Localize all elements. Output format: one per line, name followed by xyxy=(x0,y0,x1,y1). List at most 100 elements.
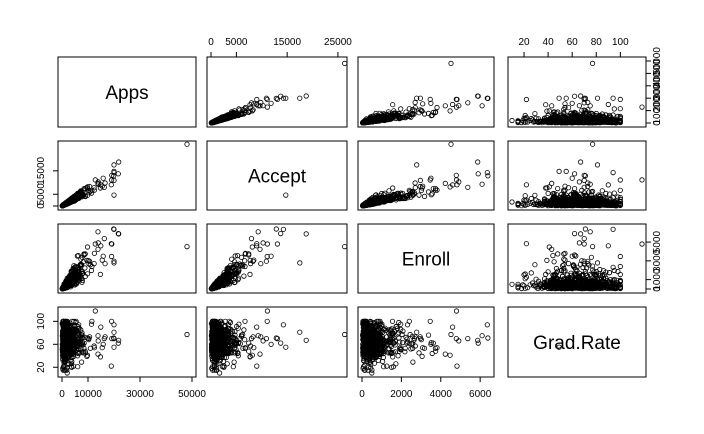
point-accept-vs-apps xyxy=(184,141,190,147)
panel-frame-accept-vs-enroll xyxy=(357,140,495,211)
point-apps-vs-grad-rate xyxy=(509,117,515,124)
point-accept-vs-enroll xyxy=(421,193,428,199)
point-enroll-vs-apps xyxy=(95,240,101,246)
point-accept-vs-enroll xyxy=(485,173,491,179)
point-accept-vs-enroll xyxy=(412,180,418,186)
point-accept-vs-grad-rate xyxy=(545,190,551,196)
point-accept-vs-grad-rate xyxy=(617,187,623,193)
point-apps-vs-accept xyxy=(297,95,303,101)
point-accept-vs-enroll xyxy=(479,181,485,187)
point-accept-vs-grad-rate xyxy=(563,168,569,174)
point-accept-vs-grad-rate xyxy=(577,159,584,165)
point-accept-vs-grad-rate xyxy=(605,182,611,188)
point-accept-vs-grad-rate xyxy=(571,171,578,177)
point-apps-vs-accept xyxy=(268,100,274,106)
point-accept-vs-apps xyxy=(111,162,117,168)
point-apps-vs-enroll xyxy=(447,108,453,114)
point-enroll-vs-apps xyxy=(84,244,91,250)
point-accept-vs-enroll xyxy=(442,180,448,186)
point-accept-vs-grad-rate xyxy=(569,175,575,181)
point-accept-vs-apps xyxy=(115,171,121,177)
point-apps-vs-enroll xyxy=(442,103,448,109)
point-apps-vs-grad-rate xyxy=(549,103,555,109)
point-accept-vs-grad-rate xyxy=(639,177,645,183)
point-apps-vs-accept xyxy=(342,60,348,67)
point-apps-vs-accept xyxy=(260,103,266,109)
point-enroll-vs-apps xyxy=(91,250,98,256)
point-apps-vs-accept xyxy=(264,96,270,103)
variable-label-grad-rate: Grad.Rate xyxy=(533,333,621,354)
point-apps-vs-accept xyxy=(254,96,260,103)
point-accept-vs-apps xyxy=(108,182,114,188)
panel-frame-grad-rate-vs-grad-rate xyxy=(507,306,647,378)
variable-label-accept: Accept xyxy=(248,167,307,188)
point-enroll-vs-apps xyxy=(109,253,115,260)
point-apps-vs-enroll xyxy=(448,60,454,67)
point-apps-vs-grad-rate xyxy=(576,103,583,109)
point-apps-vs-grad-rate xyxy=(594,95,601,101)
point-apps-vs-grad-rate xyxy=(587,103,593,109)
point-apps-vs-enroll xyxy=(398,106,404,112)
point-accept-vs-grad-rate xyxy=(522,193,528,199)
panel-frame-apps-vs-enroll xyxy=(357,56,495,128)
point-accept-vs-enroll xyxy=(453,172,459,178)
point-apps-vs-grad-rate xyxy=(589,60,596,67)
point-apps-vs-grad-rate xyxy=(610,95,616,101)
point-accept-vs-grad-rate xyxy=(549,180,555,186)
point-apps-vs-grad-rate xyxy=(617,106,623,112)
point-accept-vs-grad-rate xyxy=(576,179,583,185)
point-accept-vs-enroll xyxy=(390,185,396,191)
point-accept-vs-enroll xyxy=(448,141,454,147)
panel-frame-accept-vs-accept xyxy=(206,140,348,211)
point-accept-vs-apps xyxy=(116,159,122,165)
point-apps-vs-enroll xyxy=(412,99,418,106)
point-apps-vs-enroll xyxy=(449,101,456,108)
point-accept-vs-enroll xyxy=(465,184,471,190)
point-apps-vs-accept xyxy=(250,107,256,113)
point-accept-vs-enroll xyxy=(556,168,562,174)
point-accept-vs-grad-rate xyxy=(555,186,561,192)
point-enroll-vs-apps xyxy=(111,192,117,198)
panel-frame-enroll-vs-accept xyxy=(206,223,348,294)
point-accept-vs-enroll xyxy=(429,191,435,197)
point-accept-vs-enroll xyxy=(414,162,420,168)
point-apps-vs-grad-rate xyxy=(569,100,575,106)
panel-frame-apps-vs-apps xyxy=(57,56,197,128)
point-apps-vs-grad-rate xyxy=(571,93,578,99)
variable-label-apps: Apps xyxy=(105,83,148,104)
point-accept-vs-enroll xyxy=(475,171,481,177)
point-apps-vs-grad-rate xyxy=(639,104,645,110)
point-apps-vs-grad-rate xyxy=(577,93,584,99)
panel-frame-enroll-vs-apps xyxy=(57,223,197,294)
point-accept-vs-enroll xyxy=(475,159,481,165)
point-accept-vs-grad-rate xyxy=(532,192,538,198)
panel-frame-enroll-vs-enroll xyxy=(357,223,495,294)
panel-frame-grad-rate-vs-accept xyxy=(206,306,348,378)
point-apps-vs-grad-rate xyxy=(543,102,549,108)
point-accept-vs-apps xyxy=(100,175,106,181)
point-apps-vs-grad-rate xyxy=(617,96,623,103)
point-apps-vs-accept xyxy=(263,95,269,101)
point-apps-vs-accept xyxy=(264,104,270,110)
point-accept-vs-grad-rate xyxy=(611,190,617,196)
point-apps-vs-grad-rate xyxy=(563,95,569,101)
point-apps-vs-accept xyxy=(283,95,289,101)
point-apps-vs-enroll xyxy=(434,104,440,111)
point-accept-vs-grad-rate xyxy=(523,182,530,188)
panel-frame-accept-vs-grad-rate xyxy=(507,140,647,211)
point-accept-vs-grad-rate xyxy=(509,199,515,205)
point-accept-vs-enroll xyxy=(417,177,423,183)
point-accept-vs-grad-rate xyxy=(589,141,596,147)
point-apps-vs-accept xyxy=(246,109,252,116)
variable-label-enroll: Enroll xyxy=(402,250,451,271)
point-accept-vs-grad-rate xyxy=(610,170,616,176)
point-accept-vs-enroll xyxy=(382,190,388,196)
point-apps-vs-accept xyxy=(303,93,309,99)
point-accept-vs-grad-rate xyxy=(617,177,623,183)
point-apps-vs-accept xyxy=(257,103,263,109)
point-apps-vs-grad-rate xyxy=(532,111,538,117)
point-apps-vs-enroll xyxy=(556,95,562,101)
point-apps-vs-enroll xyxy=(465,100,471,106)
point-apps-vs-grad-rate xyxy=(523,96,530,103)
